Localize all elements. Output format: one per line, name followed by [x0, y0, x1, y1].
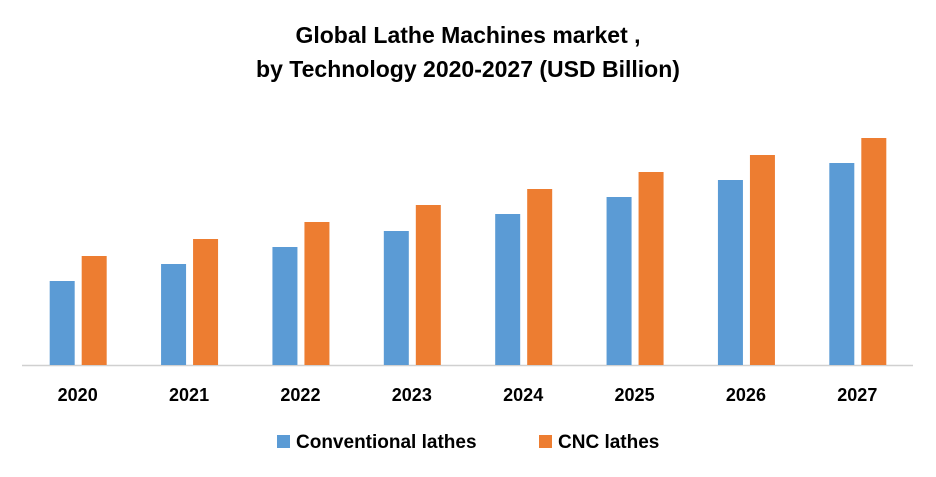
bar-conventional-2021: [161, 264, 187, 365]
legend-label-0: Conventional lathes: [296, 432, 477, 453]
bar-cnc-2026: [749, 155, 775, 365]
bar-cnc-2027: [861, 138, 887, 365]
bar-cnc-2023: [415, 205, 441, 365]
x-tick-label: 2025: [615, 385, 655, 405]
title-line-1: Global Lathe Machines market ,: [295, 22, 641, 48]
x-tick-label: 2022: [280, 385, 320, 405]
legend-swatch-0: [277, 435, 290, 448]
bar-conventional-2020: [49, 281, 75, 365]
x-tick-label: 2020: [58, 385, 98, 405]
x-tick-label: 2026: [726, 385, 766, 405]
bar-cnc-2024: [527, 189, 553, 365]
legend-swatch-1: [539, 435, 552, 448]
chart-title: Global Lathe Machines market , by Techno…: [0, 18, 936, 86]
bar-conventional-2023: [383, 231, 409, 365]
title-line-2: by Technology 2020-2027 (USD Billion): [256, 56, 680, 82]
bar-conventional-2027: [829, 163, 855, 365]
legend-label-1: CNC lathes: [558, 432, 659, 453]
x-tick-label: 2024: [503, 385, 543, 405]
bar-cnc-2022: [304, 222, 330, 365]
bar-conventional-2024: [495, 214, 521, 365]
x-tick-label: 2023: [392, 385, 432, 405]
bar-cnc-2021: [193, 239, 219, 365]
x-tick-label: 2021: [169, 385, 209, 405]
bar-cnc-2020: [81, 256, 107, 365]
bar-cnc-2025: [638, 172, 664, 365]
bar-conventional-2025: [606, 197, 632, 365]
bar-conventional-2022: [272, 247, 298, 365]
bar-conventional-2026: [717, 180, 743, 365]
x-tick-label: 2027: [837, 385, 877, 405]
